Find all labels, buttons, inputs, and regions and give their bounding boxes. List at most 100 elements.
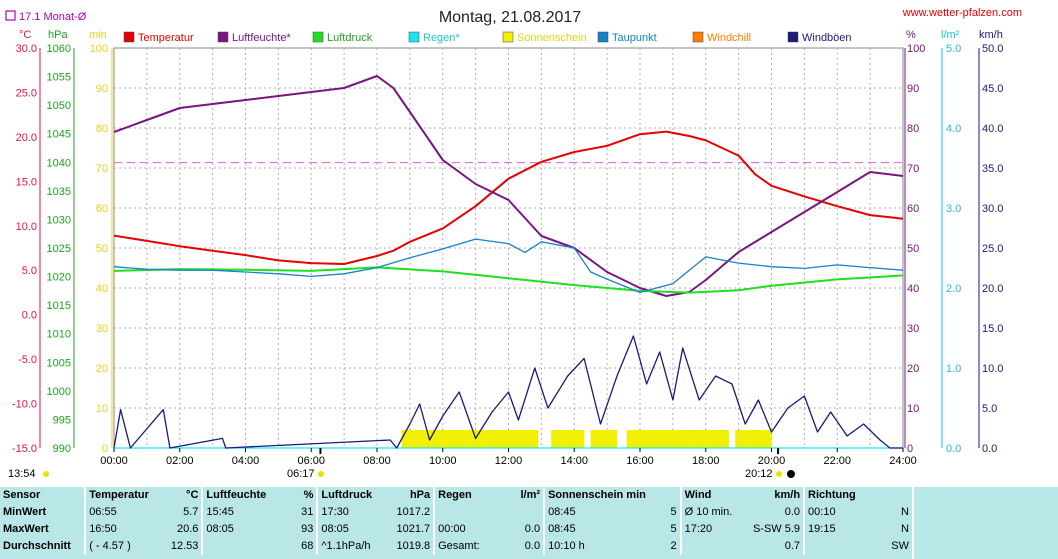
sunshine-bar [723, 430, 726, 448]
sunshine-bar [551, 430, 554, 448]
sunshine-bar [684, 430, 687, 448]
pressure_hPa-tick-label: 1060 [47, 43, 71, 55]
temp_C-tick-label: 30.0 [16, 43, 37, 55]
sunshine-bar [523, 430, 526, 448]
percent-tick-label: 20 [907, 363, 919, 375]
cell: 1017.2 [396, 506, 431, 518]
sunshine-bar [556, 430, 558, 448]
sunshine-bar [480, 430, 483, 448]
cell: 15:45 [201, 504, 272, 521]
cell: 08:45 [543, 504, 649, 521]
weather-chart: 00:00 02:00 04:00 06:00 08:00 10:00 12:00 14:00… [5, 7, 1022, 480]
rain_l_m2-tick-label: 1.0 [946, 363, 961, 375]
sunshine-bar [520, 430, 522, 448]
chart-axes: 00:00 02:00 04:00 06:00 08:00 10:00 12:00 14:00… [12, 43, 1004, 467]
legend-label: Luftfeuchte* [232, 32, 291, 44]
sunshine-bar [570, 430, 573, 448]
sunshine-bar [421, 430, 424, 448]
hdr-direction-unit [869, 487, 912, 504]
sunshine-bar [470, 430, 473, 448]
sunshine-bar [426, 430, 429, 448]
sunshine-bar [577, 430, 580, 448]
sun_min-tick-label: 60 [96, 203, 108, 215]
pressure_hPa-tick-label: 1020 [47, 272, 71, 284]
sunshine-bar [746, 430, 749, 448]
sunshine-bar [600, 430, 603, 448]
stats-row-max: MaxWert 16:50 20.6 08:05 93 08:05 1021.7… [0, 521, 912, 538]
cell: Gesamt: [433, 538, 492, 555]
sunshine-bar [653, 430, 655, 448]
series-line-windben [113, 335, 903, 449]
website-link[interactable]: www.wetter-pfalzen.com [902, 7, 1022, 19]
sunshine-bar [745, 430, 747, 448]
sunshine-bar [654, 430, 657, 448]
percent-tick-label: 10 [907, 403, 919, 415]
sunshine-bar [735, 430, 738, 448]
sunshine-bar [638, 430, 641, 448]
sunshine-bar [485, 430, 488, 448]
cell: 68 [301, 540, 314, 552]
sun-icon-left [43, 471, 49, 477]
temp_C-tick-label: -10.0 [12, 399, 37, 411]
sunshine-bar [531, 430, 534, 448]
percent-tick-label: 60 [907, 203, 919, 215]
stats-row-avg: Durchschnitt ( - 4.57 ) 12.53 68 ^1.1hPa… [0, 538, 912, 555]
unit-percent: % [906, 29, 916, 41]
cell: 0.0 [524, 540, 541, 552]
sunshine-bar [758, 430, 761, 448]
time-left: 13:54 [8, 468, 36, 480]
sun_min-tick-label: 80 [96, 123, 108, 135]
sunshine-bar [536, 430, 539, 448]
cell: 2 [670, 540, 677, 552]
chart-legend: Temperatur Luftfeuchte* Luftdruck Regen* Son… [123, 31, 852, 44]
cell [433, 504, 492, 521]
sunshine-bar [712, 430, 715, 448]
sunshine-bar [557, 430, 560, 448]
sunshine-bar [488, 430, 491, 448]
sunshine-bar [564, 430, 567, 448]
sunshine-bar [756, 430, 759, 448]
x-tick-label: 06:00 [297, 455, 325, 467]
sunshine-bar [439, 430, 442, 448]
sunshine-bar [602, 430, 604, 448]
cell: 06:55 [84, 504, 154, 521]
sunshine-bar [768, 430, 771, 448]
hdr-pressure: Luftdruck [316, 487, 385, 504]
sunshine-bar [689, 430, 692, 448]
pressure_hPa-tick-label: 1000 [47, 386, 71, 398]
cell: 10:10 h [543, 538, 649, 555]
legend-label: Windchill [707, 32, 751, 44]
x-tick-label: 20:00 [758, 455, 786, 467]
sunshine-bar [658, 430, 660, 448]
sunshine-bar [608, 430, 611, 448]
stats-table: Sensor Temperatur °C Luftfeuchte % Luftd… [0, 487, 912, 555]
sunshine-bar [648, 430, 651, 448]
sunshine-bar [493, 430, 496, 448]
cell [803, 538, 870, 555]
sunshine-bar [500, 430, 503, 448]
sunshine-bar [635, 430, 637, 448]
x-tick-label: 14:00 [560, 455, 588, 467]
sunshine-bar [574, 430, 577, 448]
hdr-pressure-unit: hPa [409, 489, 431, 501]
sunshine-bar [526, 430, 529, 448]
hdr-sunshine-unit [649, 487, 681, 504]
cell: ( - 4.57 ) [84, 538, 154, 555]
sunshine-bar [700, 430, 703, 448]
pressure_hPa-tick-label: 1010 [47, 329, 71, 341]
sunshine-bar [607, 430, 609, 448]
sunshine-bar [529, 430, 532, 448]
cell: 20.6 [176, 523, 199, 535]
pressure_hPa-tick-label: 1050 [47, 100, 71, 112]
sunshine-bar [595, 430, 598, 448]
sunshine-bar [671, 430, 674, 448]
cell: 5.7 [183, 506, 199, 518]
temp_C-tick-label: 15.0 [16, 176, 37, 188]
sunshine-bar [717, 430, 720, 448]
sunrise-icon [318, 471, 324, 477]
sunshine-bar [436, 430, 438, 448]
sunshine-bar [524, 430, 527, 448]
unit-temp: °C [19, 29, 31, 41]
sunshine-bar [482, 430, 484, 448]
sunshine-bar [423, 430, 425, 448]
